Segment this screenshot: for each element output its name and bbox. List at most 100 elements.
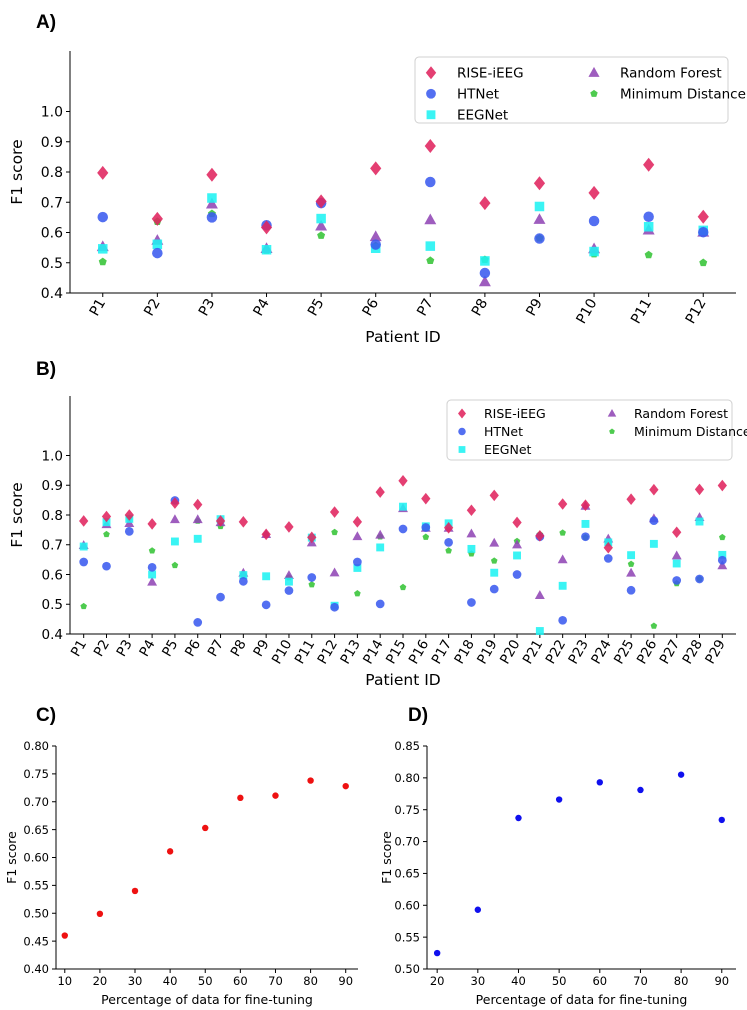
point-rise-ieeg	[626, 493, 636, 506]
point-random-forest	[169, 514, 180, 524]
point-htnet	[717, 555, 727, 565]
point-minimum-distance	[317, 231, 326, 239]
point-rise-ieeg	[558, 498, 568, 510]
point-rise-ieeg	[124, 509, 134, 521]
point-random-forest	[478, 275, 491, 287]
x-tick-label: P6	[182, 637, 204, 659]
panel-label-b: B)	[36, 359, 56, 380]
point-minimum-distance	[719, 533, 726, 541]
point-htnet	[206, 212, 218, 223]
point-rise-ieeg	[697, 209, 709, 224]
x-tick-label: 50	[552, 974, 567, 988]
point-rise-ieeg	[206, 167, 218, 182]
legend-marker-random-forest	[607, 409, 617, 417]
point-rise-ieeg	[261, 528, 271, 541]
x-axis-label: Percentage of data for fine-tuning	[476, 992, 688, 1007]
point-random-forest	[352, 531, 363, 541]
point-random-forest	[626, 567, 637, 577]
legend-box	[446, 399, 733, 461]
point-minimum-distance	[331, 528, 338, 536]
x-tick-label: P10	[269, 637, 296, 667]
point-rise-ieeg	[424, 138, 436, 153]
point-htnet	[425, 176, 436, 188]
chart-c: 0.40 0.45 0.50 0.55 0.60 0.65 0.70 0.75 0.80 10 20…	[4, 739, 358, 1007]
y-axis-label: F1 score	[4, 831, 19, 884]
y-tick-label: 0.65	[394, 867, 420, 881]
point-minimum-distance	[171, 561, 179, 569]
point-minimum-distance	[148, 547, 156, 554]
legend-label-htnet: HTNet	[457, 87, 499, 103]
point-eegnet	[672, 559, 681, 568]
point-htnet	[649, 516, 659, 526]
point-rise-ieeg	[512, 516, 522, 529]
x-tick-label: 80	[674, 974, 689, 988]
y-tick-label: 0.55	[23, 879, 49, 893]
x-tick-label: P3	[114, 637, 136, 659]
point-rise-ieeg	[533, 176, 546, 191]
point-rise-ieeg	[479, 196, 491, 211]
chart-a: 0.4 0.5 0.6 0.7 0.8 0.9 1.0 P1 P2 P3 P4 P5 P6 P7 P8 P9 P…	[8, 51, 746, 346]
point-eegnet	[170, 537, 179, 546]
point-htnet	[643, 211, 654, 223]
point-eegnet	[285, 577, 293, 586]
x-axis-label: Percentage of data for fine-tuning	[101, 992, 313, 1007]
point-htnet	[102, 561, 111, 571]
x-tick-label: P13	[337, 637, 364, 667]
point-minimum-distance	[399, 583, 407, 591]
y-tick-label: 0.9	[42, 478, 63, 494]
legend-marker-minimum-distance	[590, 89, 598, 97]
data-point	[202, 824, 209, 832]
point-htnet	[603, 554, 613, 563]
point-eegnet	[148, 570, 157, 579]
legend-label-random-forest: Random Forest	[620, 66, 722, 82]
y-tick-label: 0.8	[41, 165, 63, 181]
data-point	[166, 848, 174, 855]
point-htnet	[672, 576, 682, 585]
x-tick-label: P16	[406, 637, 433, 667]
point-rise-ieeg	[329, 506, 340, 518]
point-rise-ieeg	[147, 518, 157, 530]
point-random-forest	[192, 514, 203, 524]
point-rise-ieeg	[421, 492, 431, 505]
point-random-forest	[329, 567, 340, 577]
x-tick-label: 50	[198, 974, 213, 988]
point-htnet	[512, 570, 522, 579]
point-htnet	[152, 247, 163, 259]
y-tick-label: 0.9	[41, 135, 63, 151]
point-random-forest	[534, 590, 545, 599]
y-axis-label: F1 score	[379, 831, 394, 884]
x-tick-label: 40	[163, 974, 178, 988]
y-tick-label: 0.75	[394, 803, 420, 817]
point-htnet	[697, 226, 709, 238]
point-rise-ieeg	[238, 516, 248, 528]
legend-marker-eegnet	[426, 110, 436, 120]
y-tick-label: 0.5	[41, 256, 63, 272]
chart-b: 0.40.50.60.70.80.91.0P1 P2 P3 P4 P5 P6 P7 P8 P9P…	[8, 396, 747, 689]
point-rise-ieeg	[717, 479, 727, 492]
data-point	[637, 786, 644, 794]
point-minimum-distance	[426, 256, 435, 265]
point-eegnet	[316, 213, 326, 224]
point-rise-ieeg	[649, 483, 659, 496]
point-htnet	[695, 574, 704, 584]
legend-label-rise-ieeg: RISE-iEEG	[484, 406, 546, 421]
x-tick-label: P17	[429, 637, 456, 667]
point-rise-ieeg	[672, 526, 682, 539]
point-rise-ieeg	[79, 515, 89, 527]
point-eegnet	[480, 256, 490, 266]
y-tick-label: 0.80	[23, 739, 49, 753]
point-minimum-distance	[644, 250, 653, 259]
point-eegnet	[425, 241, 436, 251]
x-tick-label: 40	[511, 974, 526, 988]
data-point	[474, 906, 482, 913]
point-eegnet	[627, 551, 636, 560]
x-tick-label: 60	[233, 974, 248, 988]
x-tick-label: P6	[360, 296, 383, 319]
point-rise-ieeg	[97, 165, 109, 180]
point-minimum-distance	[699, 258, 708, 267]
x-tick-label: P24	[588, 637, 615, 667]
point-minimum-distance	[422, 533, 430, 540]
point-htnet	[534, 233, 545, 244]
point-rise-ieeg	[535, 530, 545, 542]
y-tick-label: 0.60	[394, 898, 420, 912]
